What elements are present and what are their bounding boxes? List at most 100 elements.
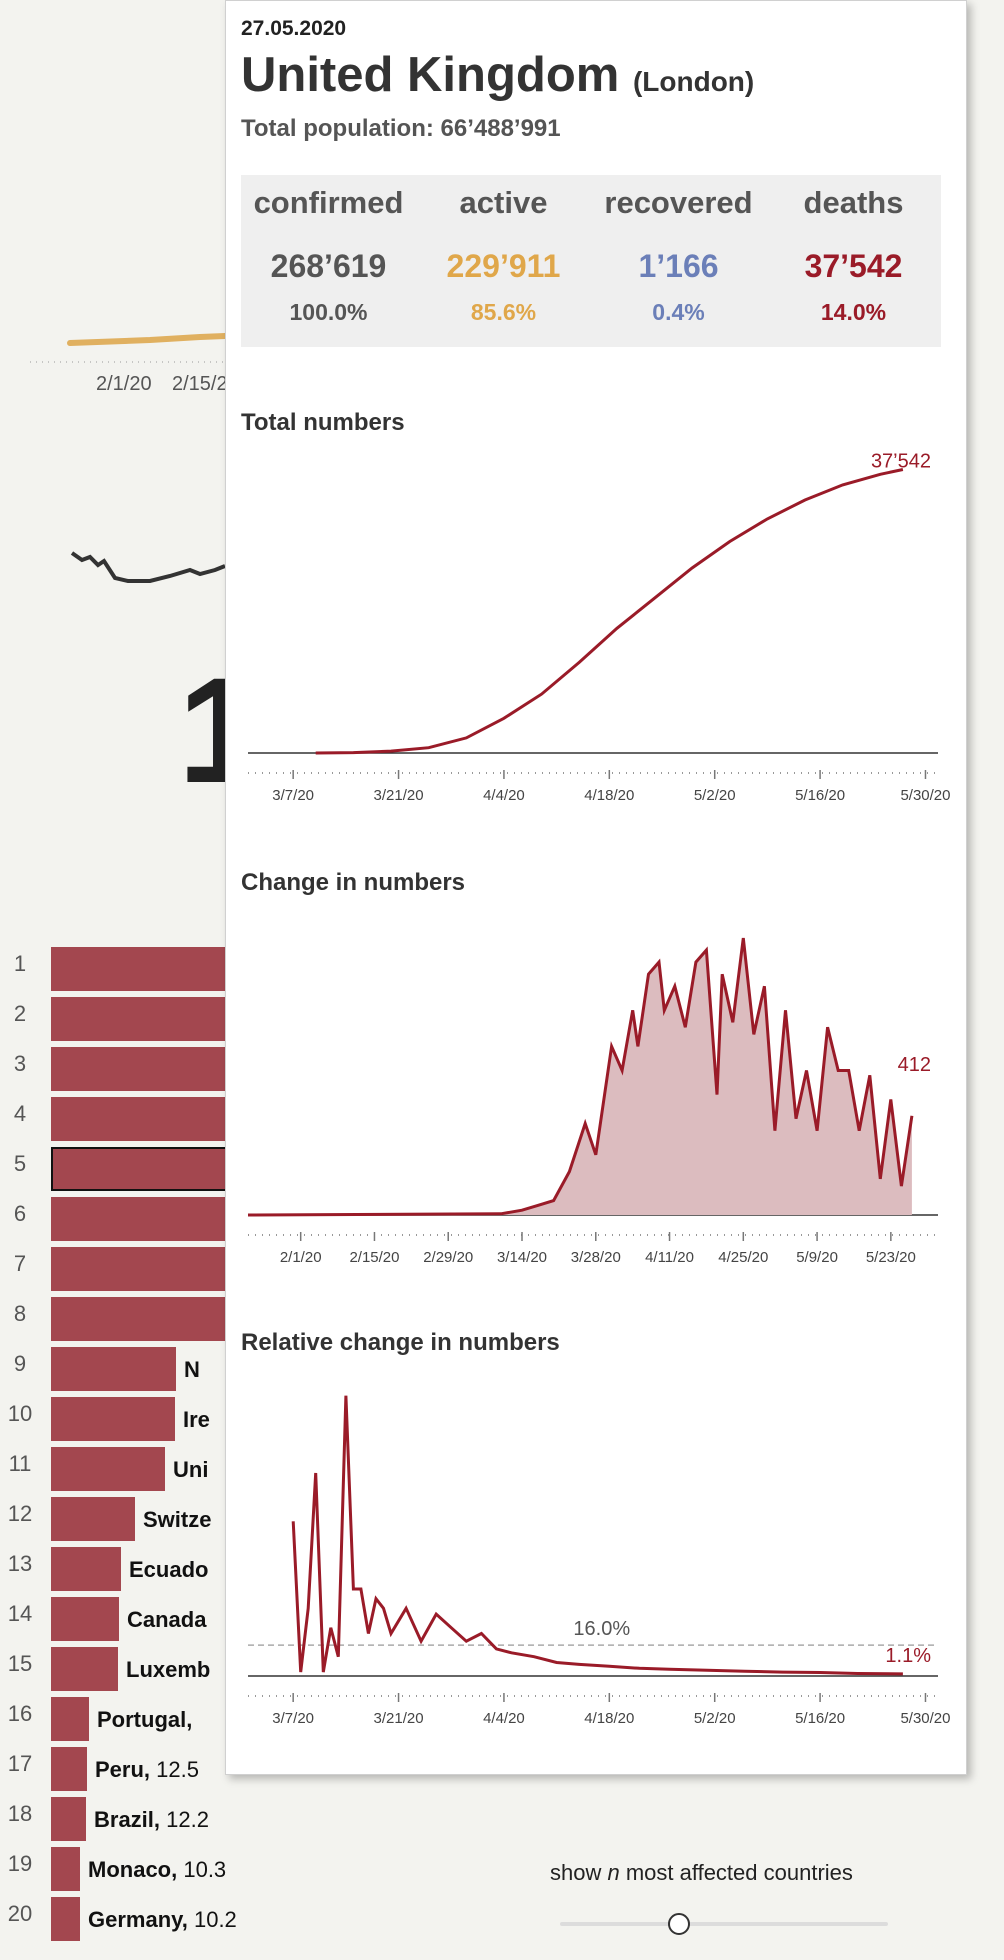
rank-label: Portugal, xyxy=(97,1707,192,1733)
capital-name: (London) xyxy=(632,66,755,97)
x-tick-label: 4/4/20 xyxy=(483,787,525,804)
ranking-row[interactable]: 15 Luxemb xyxy=(0,1645,300,1691)
rank-number: 2 xyxy=(13,1001,27,1026)
x-tick-label: 2/29/20 xyxy=(423,1249,473,1266)
reference-label: 16.0% xyxy=(573,1618,630,1640)
rank-value: 12.2 xyxy=(160,1807,209,1832)
stat-label: recovered xyxy=(604,185,753,220)
rank-bar[interactable] xyxy=(51,1447,165,1491)
country-detail-popup: 27.05.2020 United Kingdom (London) Total… xyxy=(225,0,967,1775)
rank-value: 10.3 xyxy=(177,1857,227,1882)
rank-label: Germany, 10.2 xyxy=(88,1907,237,1933)
rank-number: 7 xyxy=(13,1251,27,1276)
rank-bar[interactable] xyxy=(51,1047,241,1091)
series-line xyxy=(247,937,914,1217)
rank-number: 10 xyxy=(7,1401,33,1426)
x-tick-label: 5/9/20 xyxy=(796,1249,838,1266)
x-tick-label: 4/18/20 xyxy=(584,1710,634,1727)
rank-bar[interactable] xyxy=(51,1697,89,1741)
rank-country-name: Luxemb xyxy=(126,1657,211,1682)
rank-bar[interactable] xyxy=(51,1747,87,1791)
rank-number: 17 xyxy=(7,1751,33,1776)
x-tick-label: 5/30/20 xyxy=(900,787,950,804)
rank-number: 8 xyxy=(13,1301,27,1326)
x-tick-label: 3/28/20 xyxy=(571,1249,621,1266)
rank-bar[interactable] xyxy=(51,1247,241,1291)
stat-percent: 85.6% xyxy=(470,299,537,325)
rank-bar[interactable] xyxy=(51,1547,121,1591)
ranking-row[interactable]: 14 Canada xyxy=(0,1595,300,1641)
rank-bar[interactable] xyxy=(51,1097,241,1141)
series-line xyxy=(291,1395,903,1676)
rank-country-name: Canada xyxy=(127,1607,207,1632)
rank-bar[interactable] xyxy=(51,1147,241,1191)
stat-label: deaths xyxy=(803,185,904,220)
end-value-label: 412 xyxy=(898,1054,931,1076)
ranking-row[interactable]: 17 Peru, 12.5 xyxy=(0,1745,300,1791)
rank-label: Peru, 12.5 xyxy=(95,1757,199,1783)
country-name: United Kingdom xyxy=(241,48,620,102)
rank-number: 15 xyxy=(7,1651,33,1676)
rank-label: Ecuado xyxy=(129,1557,208,1583)
x-tick-label: 4/18/20 xyxy=(584,787,634,804)
stat-percent: 100.0% xyxy=(289,299,368,325)
rank-bar[interactable] xyxy=(51,947,241,991)
ranking-row[interactable]: 3 xyxy=(0,1045,300,1091)
ranking-row[interactable]: 18 Brazil, 12.2 xyxy=(0,1795,300,1841)
countries-slider-track[interactable] xyxy=(560,1922,888,1926)
x-tick-label: 3/21/20 xyxy=(374,787,424,804)
rank-country-name: Uni xyxy=(173,1457,209,1482)
rank-label: Canada xyxy=(127,1607,206,1633)
stat-value: 229’911 xyxy=(446,248,561,284)
rank-bar[interactable] xyxy=(51,1347,176,1391)
rank-label: Brazil, 12.2 xyxy=(94,1807,209,1833)
ranking-row[interactable]: 20 Germany, 10.2 xyxy=(0,1895,300,1941)
rank-bar[interactable] xyxy=(51,1797,86,1841)
rank-bar[interactable] xyxy=(51,1497,135,1541)
ranking-row[interactable]: 16 Portugal, xyxy=(0,1695,300,1741)
countries-slider-knob[interactable] xyxy=(668,1913,691,1935)
stat-percent: 14.0% xyxy=(820,299,887,325)
rank-label: Switze xyxy=(143,1507,211,1533)
rank-number: 5 xyxy=(13,1151,27,1176)
rank-bar[interactable] xyxy=(51,1597,119,1641)
rank-bar[interactable] xyxy=(51,1197,241,1241)
x-tick-label: 4/25/20 xyxy=(718,1249,768,1266)
rank-bar[interactable] xyxy=(51,1847,80,1891)
ranking-row[interactable]: 2 xyxy=(0,995,300,1041)
stat-value: 1’166 xyxy=(638,248,719,284)
rank-bar[interactable] xyxy=(51,1897,80,1941)
ranking-row[interactable]: 13 Ecuado xyxy=(0,1545,300,1591)
ranking-row[interactable]: 6 xyxy=(0,1195,300,1241)
stat-label: active xyxy=(459,185,548,220)
rank-country-name: N xyxy=(184,1357,200,1382)
ranking-row[interactable]: 10 Ire xyxy=(0,1395,300,1441)
ranking-row[interactable]: 4 xyxy=(0,1095,300,1141)
series-line xyxy=(315,468,904,755)
rank-country-name: Ire xyxy=(183,1407,210,1432)
x-tick-label: 4/4/20 xyxy=(483,1710,525,1727)
rank-bar[interactable] xyxy=(51,1647,118,1691)
stat-label: confirmed xyxy=(253,185,404,220)
population-text: Total population: 66’488’991 xyxy=(241,115,561,142)
x-tick-label: 5/16/20 xyxy=(795,787,845,804)
rank-number: 16 xyxy=(7,1701,33,1726)
stats-panel: confirmed 268’619 100.0% active 229’911 … xyxy=(241,175,941,347)
ranking-row[interactable]: 11 Uni xyxy=(0,1445,300,1491)
rank-number: 1 xyxy=(13,951,27,976)
x-tick-label: 3/14/20 xyxy=(497,1249,547,1266)
ranking-row[interactable]: 19 Monaco, 10.3 xyxy=(0,1845,300,1891)
rank-bar[interactable] xyxy=(51,997,241,1041)
background-tick-label: 2/15/2 xyxy=(172,373,228,395)
rank-bar[interactable] xyxy=(51,1297,241,1341)
ranking-row[interactable]: 12 Switze xyxy=(0,1495,300,1541)
total-numbers-title: Total numbers xyxy=(241,409,405,436)
ranking-row[interactable]: 7 xyxy=(0,1245,300,1291)
ranking-row[interactable]: 5 xyxy=(0,1145,300,1191)
ranking-row[interactable]: 8 xyxy=(0,1295,300,1341)
rank-number: 4 xyxy=(13,1101,27,1126)
popup-country-title: United Kingdom (London) xyxy=(241,47,754,103)
ranking-row[interactable]: 1 xyxy=(0,945,300,991)
rank-bar[interactable] xyxy=(51,1397,175,1441)
